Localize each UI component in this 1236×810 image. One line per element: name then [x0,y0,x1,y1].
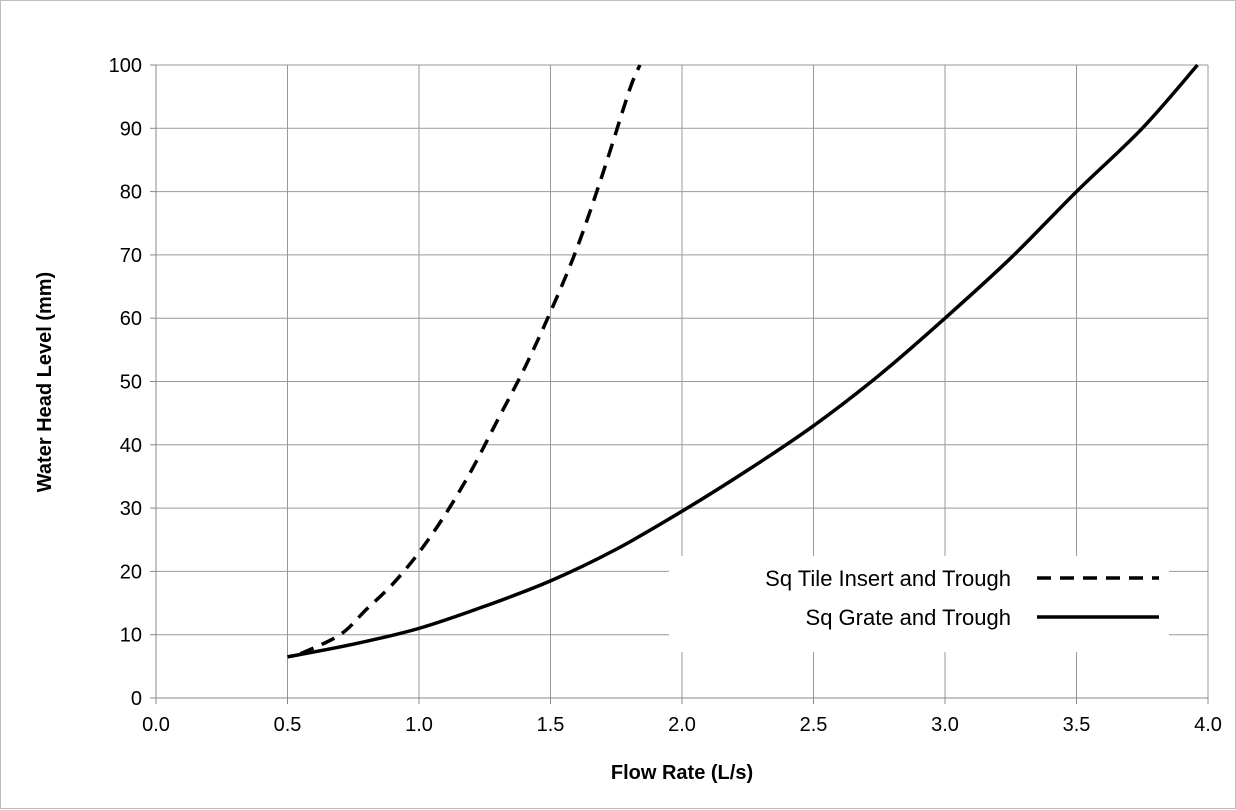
legend-label-tile-insert: Sq Tile Insert and Trough [765,566,1011,591]
series-line-grate [287,63,1199,659]
x-tick-label: 3.0 [931,714,959,736]
y-axis-title: Water Head Level (mm) [34,272,56,492]
legend-background [669,556,1169,652]
x-axis-title: Flow Rate (L/s) [611,762,753,784]
y-tick-label: 100 [109,55,142,77]
x-tick-label: 0.5 [274,714,302,736]
x-tick-label: 0.0 [142,714,170,736]
y-tick-label: 20 [120,561,142,583]
x-tick-label: 1.0 [405,714,433,736]
x-tick-label: 1.5 [537,714,565,736]
y-tick-label: 80 [120,182,142,204]
gridlines [156,64,1209,698]
y-tick-label: 70 [120,245,142,267]
y-tick-label: 90 [120,118,142,140]
y-tick-label: 10 [120,625,142,647]
tick-labels: 0.0 0.5 1.0 1.5 2.0 2.5 3.0 3.5 4.0 0 10 20 30 40 50 60… [109,55,1222,736]
y-tick-label: 60 [120,308,142,330]
series-layer [287,63,1199,659]
y-tick-label: 0 [131,688,142,710]
legend: Sq Tile Insert and Trough Sq Grate and T… [669,556,1169,652]
x-tick-label: 2.0 [668,714,696,736]
axes [150,64,1209,704]
y-tick-label: 30 [120,498,142,520]
x-tick-label: 4.0 [1194,714,1222,736]
legend-label-grate: Sq Grate and Trough [806,605,1011,630]
x-tick-label: 3.5 [1063,714,1091,736]
y-tick-label: 40 [120,435,142,457]
y-tick-label: 50 [120,372,142,394]
x-tick-label: 2.5 [800,714,828,736]
series-line-tile-insert [299,64,642,656]
